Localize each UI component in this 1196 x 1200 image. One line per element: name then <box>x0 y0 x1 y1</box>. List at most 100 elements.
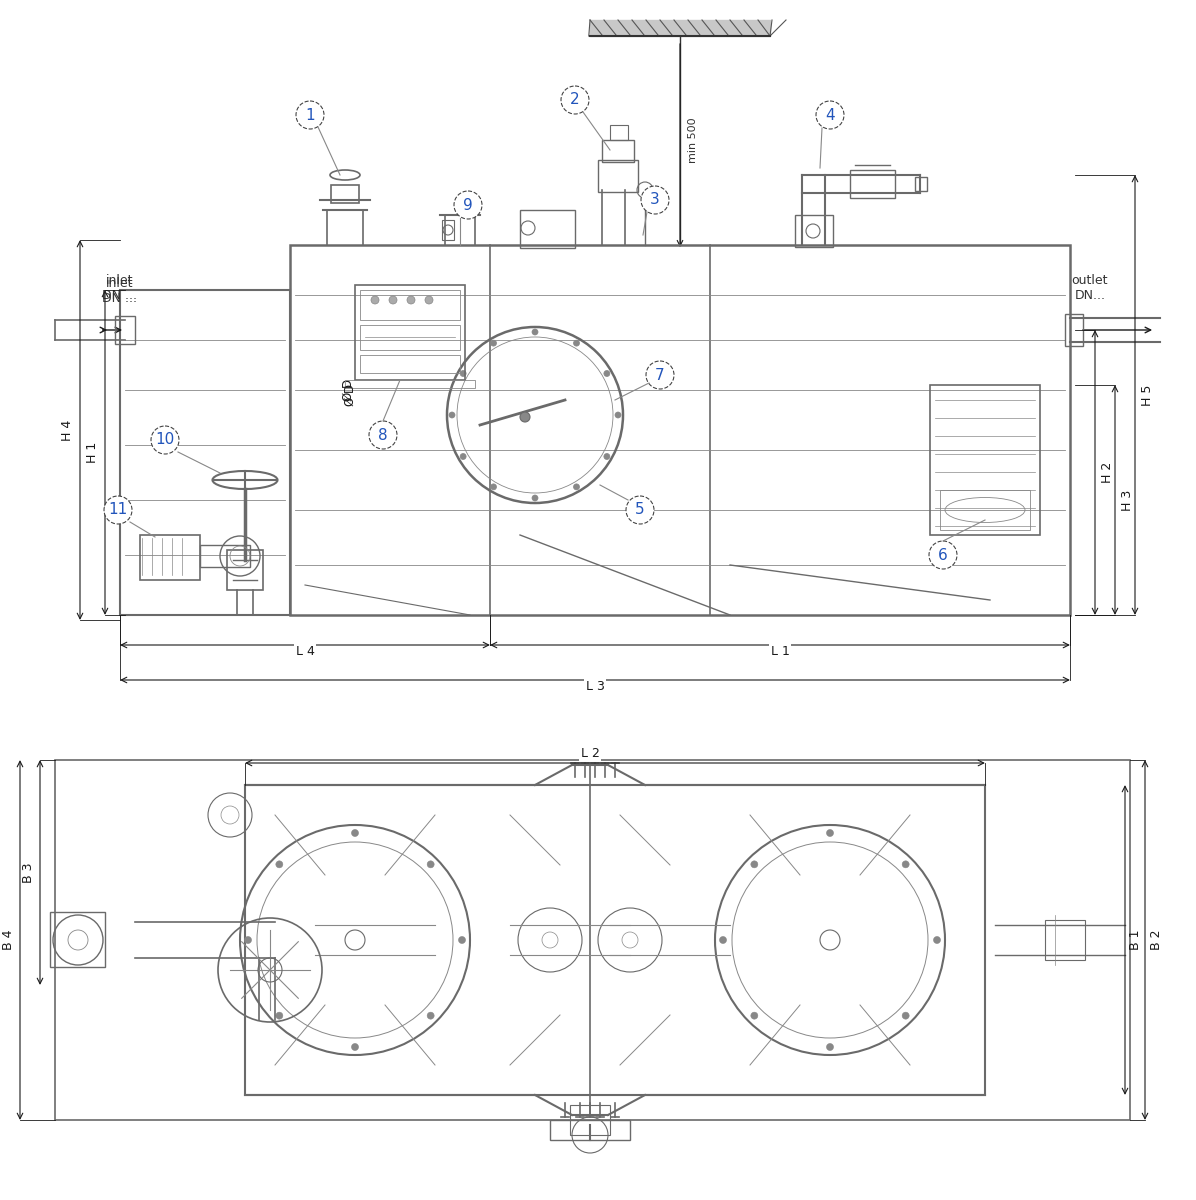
Text: 9: 9 <box>463 198 472 212</box>
Text: L 3: L 3 <box>586 680 604 692</box>
Circle shape <box>104 496 132 524</box>
Text: outlet
DN...: outlet DN... <box>1072 274 1109 302</box>
Bar <box>520 210 575 248</box>
Bar <box>570 1105 610 1135</box>
Circle shape <box>615 412 621 418</box>
Circle shape <box>520 412 530 422</box>
Circle shape <box>370 421 397 449</box>
Circle shape <box>574 340 580 346</box>
Circle shape <box>641 186 669 214</box>
Bar <box>120 290 289 614</box>
Circle shape <box>295 101 324 128</box>
Circle shape <box>458 936 465 943</box>
Bar <box>1064 314 1084 346</box>
Bar <box>140 535 200 580</box>
Circle shape <box>574 484 580 490</box>
Circle shape <box>448 412 454 418</box>
Text: 1: 1 <box>305 108 315 122</box>
Circle shape <box>427 1012 434 1019</box>
Circle shape <box>929 541 957 569</box>
Text: inlet
DN ...: inlet DN ... <box>103 277 138 305</box>
Circle shape <box>389 296 397 304</box>
Bar <box>850 170 895 198</box>
Text: 4: 4 <box>825 108 835 122</box>
Circle shape <box>151 426 179 454</box>
Bar <box>1045 920 1085 960</box>
Text: H 5: H 5 <box>1141 384 1154 406</box>
Circle shape <box>490 484 496 490</box>
Text: 2: 2 <box>570 92 580 108</box>
Circle shape <box>720 936 726 943</box>
Text: L 2: L 2 <box>580 746 599 760</box>
Text: B 2: B 2 <box>1151 930 1163 950</box>
Bar <box>610 125 628 140</box>
Circle shape <box>604 454 610 460</box>
Text: Ø D: Ø D <box>343 384 356 406</box>
Bar <box>200 545 250 566</box>
Bar <box>245 785 986 1094</box>
Circle shape <box>352 1044 359 1050</box>
Circle shape <box>407 296 415 304</box>
Circle shape <box>427 860 434 868</box>
Text: B 4: B 4 <box>2 930 16 950</box>
Circle shape <box>276 1012 282 1019</box>
Circle shape <box>352 829 359 836</box>
Circle shape <box>532 329 538 335</box>
Text: H 3: H 3 <box>1121 490 1134 511</box>
Circle shape <box>561 86 588 114</box>
Text: 8: 8 <box>378 427 388 443</box>
Text: B 3: B 3 <box>22 863 35 883</box>
Circle shape <box>371 296 379 304</box>
Bar <box>602 140 634 162</box>
Circle shape <box>460 371 466 377</box>
Text: H 4: H 4 <box>61 419 74 440</box>
Bar <box>115 316 135 344</box>
Circle shape <box>826 829 834 836</box>
Bar <box>331 185 359 203</box>
Circle shape <box>244 936 251 943</box>
Circle shape <box>454 191 482 218</box>
Circle shape <box>826 1044 834 1050</box>
Bar <box>344 380 475 388</box>
Bar <box>443 220 454 240</box>
Bar <box>940 490 1030 530</box>
Circle shape <box>646 361 675 389</box>
Circle shape <box>626 496 654 524</box>
Bar <box>360 325 460 350</box>
Circle shape <box>751 860 758 868</box>
Bar <box>915 176 927 191</box>
Circle shape <box>902 860 909 868</box>
Bar <box>55 760 1130 1120</box>
Text: min 500: min 500 <box>688 118 698 163</box>
Circle shape <box>902 1012 909 1019</box>
Bar <box>930 385 1041 535</box>
Bar <box>795 215 832 247</box>
Text: 5: 5 <box>635 503 645 517</box>
Circle shape <box>532 494 538 502</box>
Text: H 2: H 2 <box>1102 462 1113 484</box>
Circle shape <box>934 936 940 943</box>
Bar <box>355 284 465 380</box>
Circle shape <box>604 371 610 377</box>
Bar <box>598 160 637 192</box>
Circle shape <box>460 454 466 460</box>
Bar <box>550 1120 630 1140</box>
Bar <box>50 912 105 967</box>
Circle shape <box>751 1012 758 1019</box>
Bar <box>227 550 263 590</box>
Circle shape <box>276 860 282 868</box>
Text: 6: 6 <box>938 547 948 563</box>
Text: 7: 7 <box>655 367 665 383</box>
Text: B 1: B 1 <box>1129 930 1142 950</box>
Circle shape <box>490 340 496 346</box>
Circle shape <box>816 101 844 128</box>
Circle shape <box>425 296 433 304</box>
Text: Ø D: Ø D <box>342 379 354 401</box>
Bar <box>360 290 460 320</box>
Bar <box>289 245 1070 614</box>
Text: 11: 11 <box>109 503 128 517</box>
Text: L 1: L 1 <box>770 646 789 658</box>
Text: L 4: L 4 <box>295 646 315 658</box>
Text: inlet
DN ...: inlet DN ... <box>103 274 138 302</box>
Bar <box>360 355 460 373</box>
